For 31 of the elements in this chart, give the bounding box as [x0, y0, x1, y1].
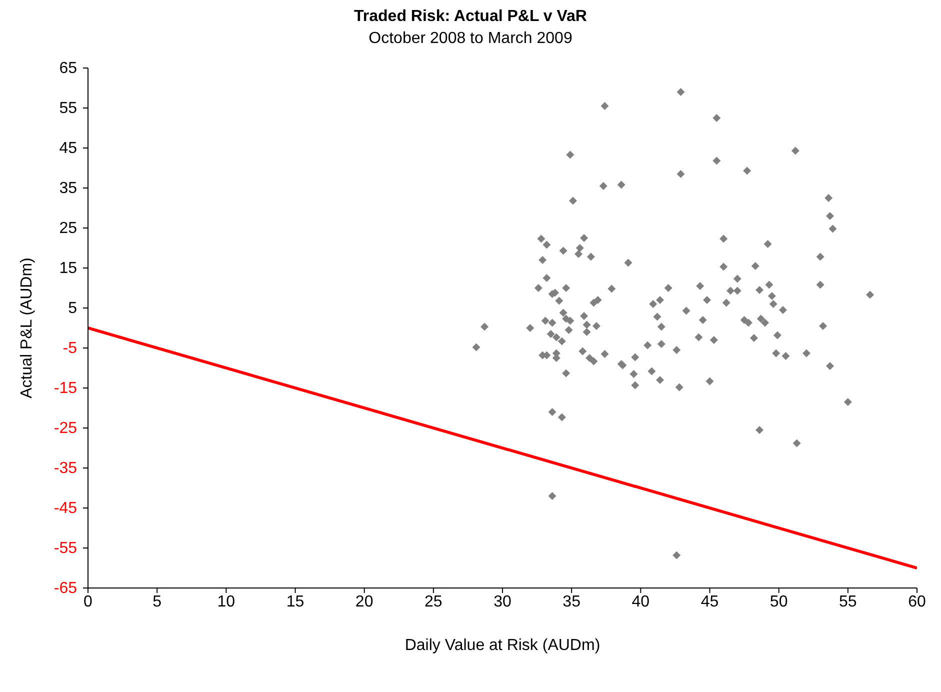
x-tick-label: 50	[770, 593, 788, 610]
y-tick-label: 15	[59, 260, 78, 277]
x-tick-label: 20	[355, 593, 374, 610]
y-tick-label: 5	[68, 300, 78, 317]
y-tick-label: -35	[54, 460, 78, 477]
x-axis-title: Daily Value at Risk (AUDm)	[404, 637, 600, 654]
chart-title: Traded Risk: Actual P&L v VaR	[353, 8, 588, 26]
y-tick-label: 25	[59, 220, 78, 237]
x-tick-label: 10	[217, 593, 236, 610]
y-tick-label: -5	[62, 340, 78, 357]
y-tick-label: 65	[59, 60, 78, 77]
x-tick-label: 5	[152, 593, 162, 610]
y-tick-label: 35	[59, 180, 78, 197]
chart-subtitle: October 2008 to March 2009	[368, 30, 574, 48]
x-tick-label: 15	[286, 593, 304, 610]
y-tick-label: -65	[54, 580, 78, 597]
y-tick-label: -55	[54, 540, 78, 557]
y-tick-label: -15	[54, 380, 78, 397]
y-tick-label: 45	[59, 140, 78, 157]
x-tick-label: 25	[424, 593, 442, 610]
y-axis-title: Actual P&L (AUDm)	[18, 258, 36, 398]
y-tick-label: 55	[59, 100, 78, 117]
y-tick-label: -25	[54, 420, 78, 437]
x-tick-label: 30	[494, 593, 512, 610]
x-tick-label: 0	[84, 593, 93, 610]
y-tick-label: -45	[54, 500, 78, 517]
x-tick-label: 55	[839, 593, 857, 610]
x-tick-label: 60	[908, 593, 926, 610]
x-tick-label: 35	[562, 593, 581, 610]
x-tick-label: 40	[632, 593, 650, 610]
x-tick-label: 45	[700, 593, 719, 610]
